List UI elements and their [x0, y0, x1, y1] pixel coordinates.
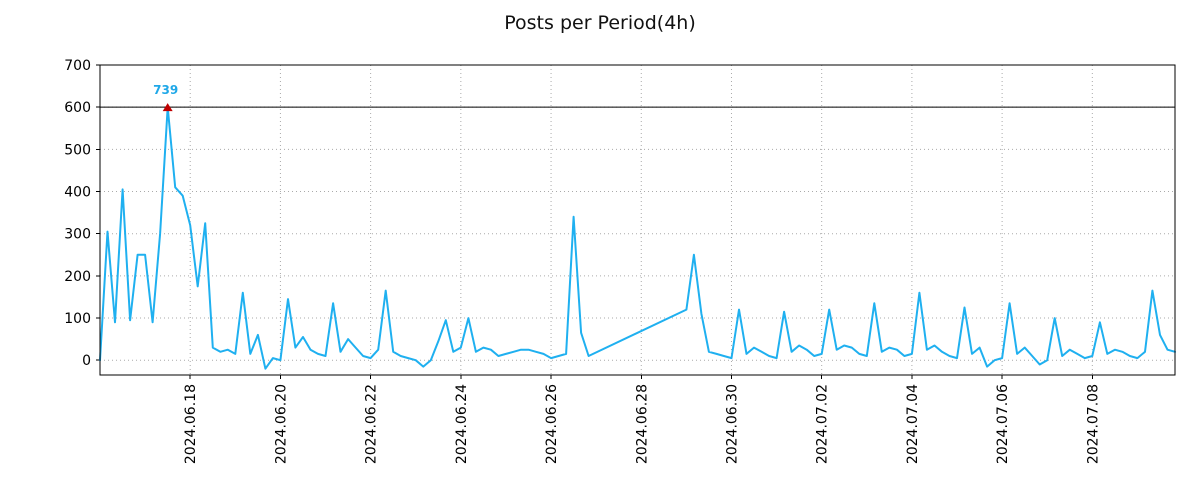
x-tick-label: 2024.06.28 — [634, 384, 650, 464]
x-tick-label: 2024.07.08 — [1085, 384, 1101, 464]
x-tick-label: 2024.06.24 — [454, 384, 470, 464]
plot-background — [100, 65, 1175, 375]
plot-frame — [99, 64, 1176, 376]
peak-annotation: 739 — [153, 83, 178, 97]
y-tick-label: 200 — [64, 269, 91, 285]
x-tick-label: 2024.06.30 — [724, 384, 740, 464]
y-tick-label: 100 — [64, 311, 91, 327]
y-tick-label: 600 — [64, 100, 91, 116]
x-tick-label: 2024.07.02 — [815, 384, 831, 464]
x-tick-label: 2024.06.18 — [183, 384, 199, 464]
x-tick-label: 2024.07.04 — [905, 384, 921, 464]
x-tick-label: 2024.06.20 — [273, 384, 289, 464]
y-tick-label: 300 — [64, 227, 91, 243]
y-tick-label: 400 — [64, 185, 91, 201]
series-line — [99, 106, 1176, 370]
y-tick-label: 0 — [82, 353, 91, 369]
peak-marker-icon — [162, 103, 173, 112]
x-tick-label: 2024.06.22 — [364, 384, 380, 464]
chart-title: Posts per Period(4h) — [504, 12, 696, 34]
x-tick-label: 2024.07.06 — [995, 384, 1011, 464]
y-tick-label: 500 — [64, 142, 91, 158]
x-tick-label: 2024.06.26 — [544, 384, 560, 464]
y-tick-label: 700 — [64, 58, 91, 74]
